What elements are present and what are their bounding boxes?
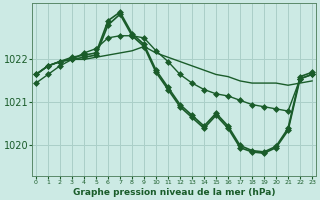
X-axis label: Graphe pression niveau de la mer (hPa): Graphe pression niveau de la mer (hPa) (73, 188, 275, 197)
